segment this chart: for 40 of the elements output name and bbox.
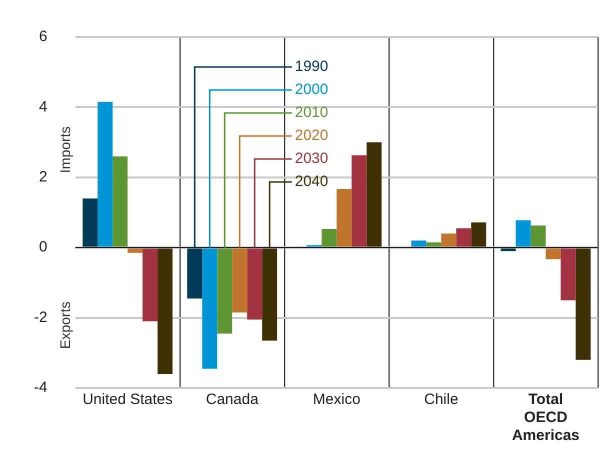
text: Imports [57,126,74,174]
bar [336,188,352,247]
bar [560,248,576,300]
bar [516,220,531,247]
text: 1990 [294,58,328,76]
bar [112,156,128,247]
text: 2010 [294,104,328,122]
text: Exports [57,302,74,349]
y-tick-label: 2 [38,168,48,186]
text: 2020 [294,127,328,144]
bar [82,198,98,247]
bar [471,222,486,247]
bar [546,248,561,260]
x-tick-label: United States [82,391,173,408]
y-tick-label: 6 [38,28,48,46]
bar [426,242,442,247]
bar [441,234,456,247]
bar [98,102,113,247]
x-tick-label: Total OECD Americas [512,391,580,444]
y-tick-label: 4 [38,98,48,116]
text: 2040 [294,173,328,190]
bar [158,248,173,374]
y-tick-label: -4 [34,379,48,396]
bar [530,225,546,247]
bar [142,248,158,322]
x-tick-label: Mexico [312,391,360,408]
bar [411,240,426,247]
x-tick-label: Canada [206,391,260,408]
bar [576,248,591,360]
x-tick-label: Chile [424,391,458,408]
series-label: 2030 [294,150,328,168]
bar [352,155,367,247]
bar [366,142,382,247]
y-tick-label: 0 [38,238,48,256]
bar [500,248,516,252]
bar [128,248,143,253]
y-tick-label: -2 [34,308,48,326]
bar [456,228,472,247]
text: 2000 [294,81,328,98]
bar [322,228,337,247]
